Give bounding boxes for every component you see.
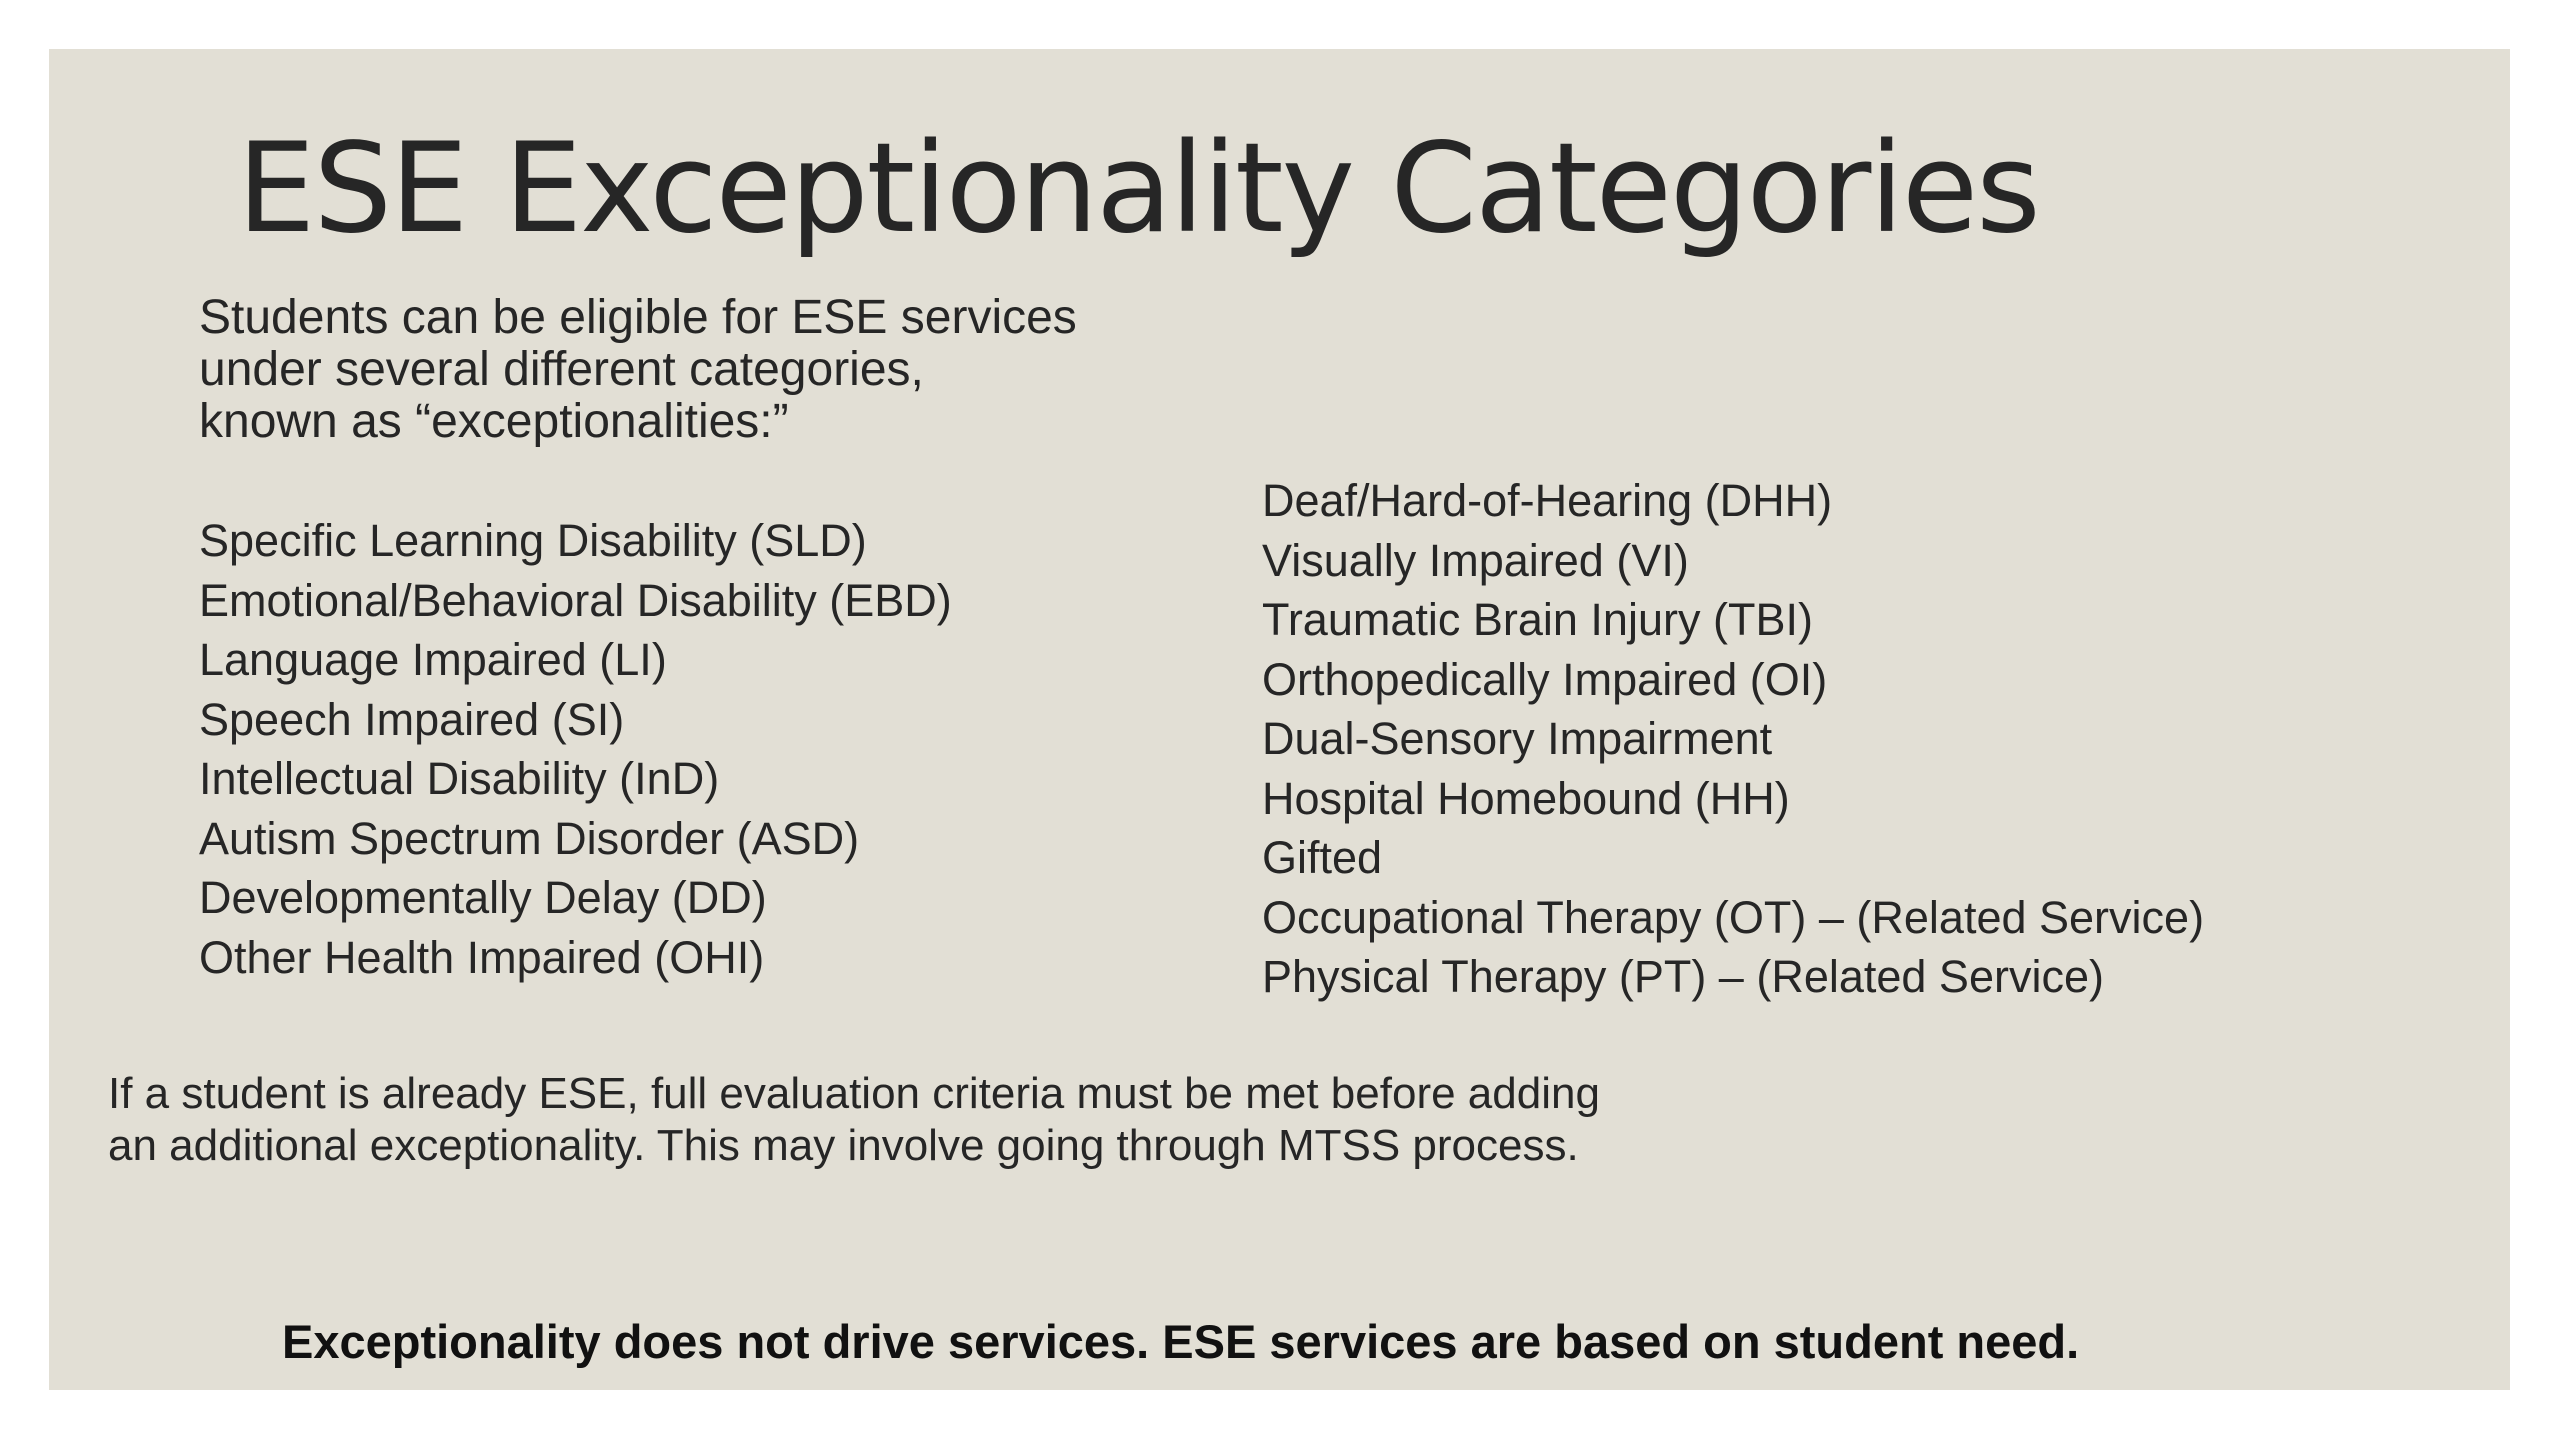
emphasis-statement: Exceptionality does not drive services. …: [282, 1315, 2080, 1368]
intro-line: under several different categories,: [199, 343, 924, 396]
intro-line: Students can be eligible for ESE service…: [199, 291, 1077, 344]
list-item: Traumatic Brain Injury (TBI): [1262, 594, 1813, 645]
list-item: Hospital Homebound (HH): [1262, 772, 1790, 824]
list-item: Orthopedically Impaired (OI): [1262, 653, 1828, 705]
list-item: Language Impaired (LI): [199, 634, 667, 685]
list-item: Emotional/Behavioral Disability (EBD): [199, 574, 952, 626]
slide-title: ESE Exceptionality Categories: [237, 117, 2041, 261]
intro-line: known as “exceptionalities:”: [199, 395, 789, 448]
list-item: Autism Spectrum Disorder (ASD): [199, 812, 860, 864]
category-list-left: Specific Learning Disability (SLD) Emoti…: [199, 511, 952, 987]
list-item: Developmentally Delay (DD): [199, 872, 767, 923]
list-item: Physical Therapy (PT) – (Related Service…: [1262, 951, 2104, 1002]
note-text: If a student is already ESE, full evalua…: [108, 1068, 1600, 1172]
category-list-right: Deaf/Hard-of-Hearing (DHH) Visually Impa…: [1262, 471, 2204, 1007]
list-item: Occupational Therapy (OT) – (Related Ser…: [1262, 891, 2205, 943]
slide: ESE Exceptionality Categories Students c…: [49, 49, 2510, 1390]
list-item: Specific Learning Disability (SLD): [199, 515, 867, 566]
list-item: Visually Impaired (VI): [1262, 534, 1689, 586]
list-item: Dual-Sensory Impairment: [1262, 713, 1773, 764]
note-line: an additional exceptionality. This may i…: [108, 1121, 1579, 1170]
note-line: If a student is already ESE, full evalua…: [108, 1069, 1600, 1118]
list-item: Intellectual Disability (InD): [199, 753, 720, 804]
list-item: Deaf/Hard-of-Hearing (DHH): [1262, 475, 1833, 526]
list-item: Gifted: [1262, 832, 1383, 883]
list-item: Speech Impaired (SI): [199, 693, 625, 745]
intro-text: Students can be eligible for ESE service…: [199, 292, 1077, 448]
list-item: Other Health Impaired (OHI): [199, 931, 765, 983]
